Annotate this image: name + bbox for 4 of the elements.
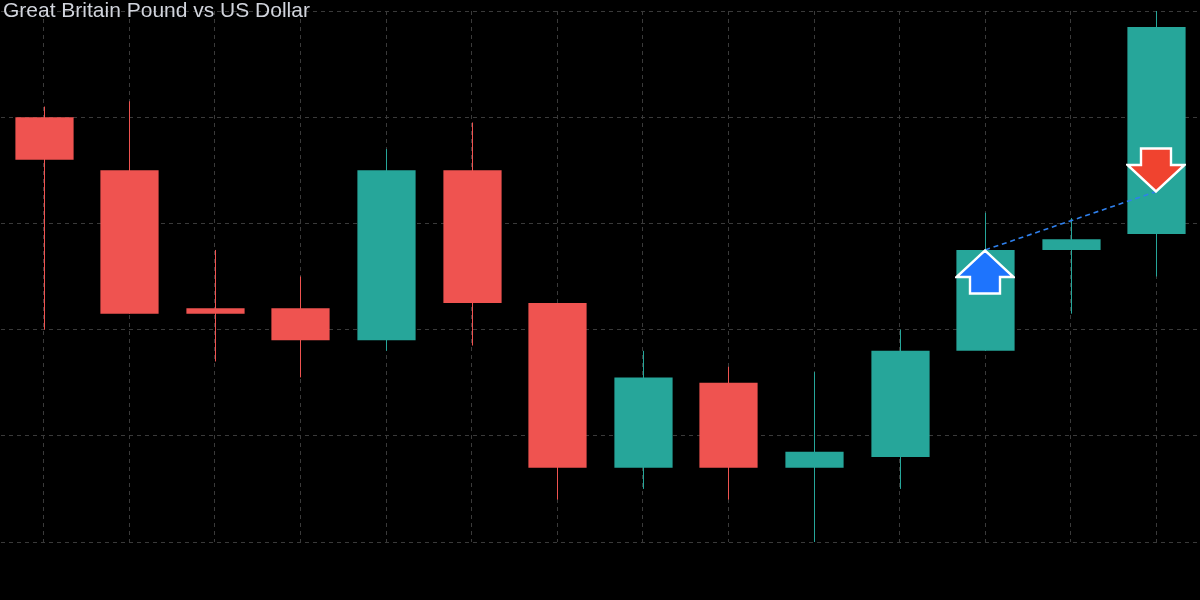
candlestick bbox=[1042, 217, 1101, 315]
chart-title: Great Britain Pound vs US Dollar bbox=[3, 0, 310, 22]
candlestick bbox=[785, 371, 844, 543]
candlestick bbox=[186, 249, 245, 362]
